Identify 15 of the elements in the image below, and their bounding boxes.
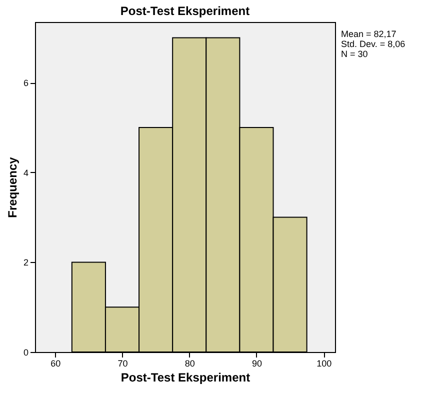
y-tick-label: 2	[23, 258, 28, 268]
text: Mean = 82,17	[341, 29, 396, 39]
x-tick-label: 90	[252, 358, 262, 368]
text: N = 30	[341, 49, 368, 59]
chart-title: Post-Test Eksperiment	[120, 4, 250, 18]
x-axis-title: Post-Test Eksperiment	[120, 370, 250, 384]
y-tick-label: 6	[23, 78, 28, 88]
y-tick-label: 0	[23, 348, 28, 358]
x-tick-label: 60	[50, 358, 61, 368]
y-tick-label: 4	[23, 168, 28, 178]
x-tick-label: 70	[118, 358, 128, 368]
x-tick-label: 100	[316, 358, 332, 368]
x-tick-label: 80	[184, 358, 195, 368]
y-axis-title: Frequency	[5, 156, 20, 218]
text: Std. Dev. = 8,06	[341, 39, 406, 49]
